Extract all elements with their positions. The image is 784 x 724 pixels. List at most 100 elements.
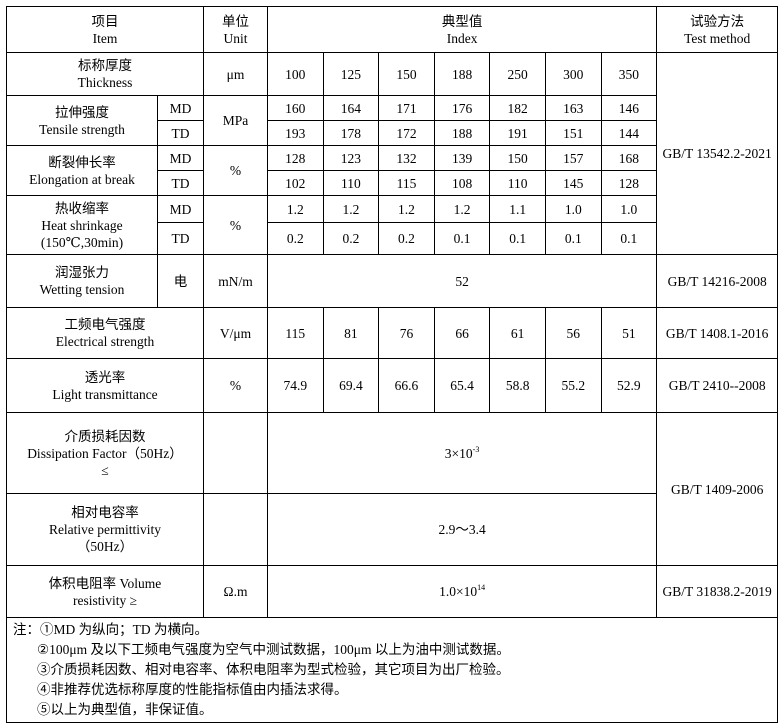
electrical-row: 工频电气强度 Electrical strength V/μm 115 81 76 66… bbox=[6, 307, 779, 359]
label-zh: 拉伸强度 bbox=[55, 104, 109, 120]
value-cell: 157 bbox=[544, 145, 602, 171]
value-cell: 74.9 bbox=[267, 358, 324, 413]
value-cell: 100 bbox=[267, 52, 324, 96]
shrinkage-md-row: 热收缩率 Heat shrinkage (150℃,30min) MD % 1.2 1… bbox=[6, 195, 778, 255]
method-en: Test method bbox=[684, 30, 751, 46]
note: ③介质损耗因数、相对电容率、体积电阻率为型式检验，其它项目为出厂检验。 bbox=[37, 662, 510, 677]
value-cell: 52.9 bbox=[600, 358, 658, 413]
value-cell: 193 bbox=[267, 120, 324, 146]
unit-cell: MPa bbox=[203, 95, 268, 146]
value-cell: 115 bbox=[378, 170, 435, 196]
value-cell: 128 bbox=[267, 145, 324, 171]
value-cell: 164 bbox=[322, 95, 380, 121]
value-cell: 1.1 bbox=[489, 195, 546, 223]
index-zh: 典型值 bbox=[441, 13, 483, 29]
value-cell: 250 bbox=[489, 52, 546, 96]
header-index: 典型值 Index bbox=[266, 6, 658, 53]
header-method: 试验方法 Test method bbox=[656, 6, 779, 53]
value-cell: 168 bbox=[600, 145, 658, 171]
dissipation-row: 介质损耗因数 Dissipation Factor（50Hz） ≤ 3×10-3 G… bbox=[6, 412, 779, 566]
tensile-label: 拉伸强度 Tensile strength bbox=[6, 95, 158, 146]
header-row: 项目 Item 单位 Unit 典型值 Index 试验方法 Test method bbox=[6, 6, 779, 53]
unit-cell: mN/m bbox=[203, 254, 268, 308]
value-cell: 171 bbox=[378, 95, 435, 121]
method-cell: GB/T 13542.2-2021 bbox=[656, 52, 779, 255]
value-cell: 1.0 bbox=[600, 195, 658, 223]
value-cell: 1.0×1014 bbox=[266, 565, 658, 618]
label-en: Tensile strength bbox=[39, 121, 125, 137]
value-cell: 176 bbox=[433, 95, 491, 121]
value-cell: 150 bbox=[378, 52, 435, 96]
notes-row: 注：①MD 为纵向；TD 为横向。 ②100μm 及以下工频电气强度为空气中测试… bbox=[5, 617, 779, 723]
label-en: Elongation at break bbox=[29, 171, 135, 187]
value-cell: 188 bbox=[433, 52, 491, 96]
value-cell: 52 bbox=[266, 254, 658, 308]
permittivity-label: 相对电容率 Relative permittivity （50Hz） bbox=[6, 493, 204, 566]
header-unit: 单位 Unit bbox=[203, 6, 268, 53]
unit-cell: V/μm bbox=[203, 307, 268, 359]
value-cell: 65.4 bbox=[433, 358, 491, 413]
label-en: Wetting tension bbox=[39, 282, 125, 297]
label-en: resistivity ≥ bbox=[72, 592, 138, 608]
thickness-row: 标称厚度 Thickness μm 100 125 150 188 250 300 350 G… bbox=[6, 52, 779, 255]
resistivity-row: 体积电阻率 Volume resistivity ≥ Ω.m 1.0×1014 G… bbox=[6, 565, 779, 618]
transmittance-row: 透光率 Light transmittance % 74.9 69.4 66.6 65.… bbox=[6, 358, 779, 413]
transmittance-label: 透光率 Light transmittance bbox=[6, 358, 204, 413]
value-cell: 66 bbox=[433, 307, 491, 359]
value-cell: 108 bbox=[433, 170, 491, 196]
permittivity-row: 相对电容率 Relative permittivity （50Hz） 2.9～3.4 bbox=[6, 493, 778, 566]
value-cell: 182 bbox=[489, 95, 546, 121]
note: ④非推荐优选标称厚度的性能指标值由内插法求得。 bbox=[37, 682, 348, 697]
direction-cell: TD bbox=[157, 120, 204, 146]
value-cell: 0.1 bbox=[489, 222, 546, 255]
value-cell: 76 bbox=[378, 307, 435, 359]
property-table: 项目 Item 单位 Unit 典型值 Index 试验方法 Test method 标… bbox=[5, 6, 779, 723]
value-cell: 61 bbox=[489, 307, 546, 359]
value-cell: 132 bbox=[378, 145, 435, 171]
unit-en: Unit bbox=[223, 30, 248, 46]
note: 注：①MD 为纵向；TD 为横向。 bbox=[13, 622, 208, 637]
value-cell: 300 bbox=[544, 52, 602, 96]
value-cell: 145 bbox=[544, 170, 602, 196]
method-cell: GB/T 31838.2-2019 bbox=[656, 565, 779, 618]
unit-cell bbox=[203, 412, 268, 494]
value-cell: 81 bbox=[322, 307, 380, 359]
value-exponent: 14 bbox=[477, 583, 486, 592]
label-en: Thickness bbox=[77, 75, 133, 90]
label-en: Relative permittivity bbox=[48, 522, 162, 537]
unit-cell bbox=[203, 493, 268, 566]
value-cell: 69.4 bbox=[322, 358, 380, 413]
method-cell: GB/T 2410--2008 bbox=[656, 358, 779, 413]
tensile-md-row: 拉伸强度 Tensile strength MD MPa 160 164 171 176… bbox=[6, 95, 778, 146]
thickness-label: 标称厚度 Thickness bbox=[6, 52, 204, 96]
direction-cell: MD bbox=[157, 195, 204, 223]
method-cell: GB/T 14216-2008 bbox=[656, 254, 779, 308]
unit-cell: % bbox=[203, 145, 268, 196]
value-cell: 178 bbox=[322, 120, 380, 146]
value-cell: 172 bbox=[378, 120, 435, 146]
note: ⑤以上为典型值，非保证值。 bbox=[37, 702, 213, 717]
wetting-row: 润湿张力 Wetting tension 电 mN/m 52 GB/T 14216… bbox=[6, 254, 779, 308]
value-cell: 58.8 bbox=[489, 358, 546, 413]
label-zh: 标称厚度 bbox=[78, 58, 132, 73]
item-zh: 项目 bbox=[91, 13, 119, 29]
dissipation-label: 介质损耗因数 Dissipation Factor（50Hz） ≤ bbox=[6, 412, 204, 494]
label-zh: 相对电容率 bbox=[71, 505, 139, 520]
value-cell: 0.1 bbox=[433, 222, 491, 255]
unit-cell: Ω.m bbox=[203, 565, 268, 618]
value-cell: 191 bbox=[489, 120, 546, 146]
value-cell: 55.2 bbox=[544, 358, 602, 413]
unit-cell: % bbox=[203, 195, 268, 255]
elongation-label: 断裂伸长率 Elongation at break bbox=[6, 145, 158, 196]
direction-cell: MD bbox=[157, 95, 204, 121]
value-cell: 1.2 bbox=[433, 195, 491, 223]
value-cell: 139 bbox=[433, 145, 491, 171]
value-cell: 0.1 bbox=[544, 222, 602, 255]
method-cell: GB/T 1408.1-2016 bbox=[656, 307, 779, 359]
value-cell: 144 bbox=[600, 120, 658, 146]
label-zh: 断裂伸长率 bbox=[48, 154, 116, 170]
value-cell: 160 bbox=[267, 95, 324, 121]
value-cell: 56 bbox=[544, 307, 602, 359]
shrinkage-td-row: TD 0.2 0.2 0.2 0.1 0.1 0.1 0.1 bbox=[7, 222, 778, 255]
item-en: Item bbox=[92, 30, 118, 46]
